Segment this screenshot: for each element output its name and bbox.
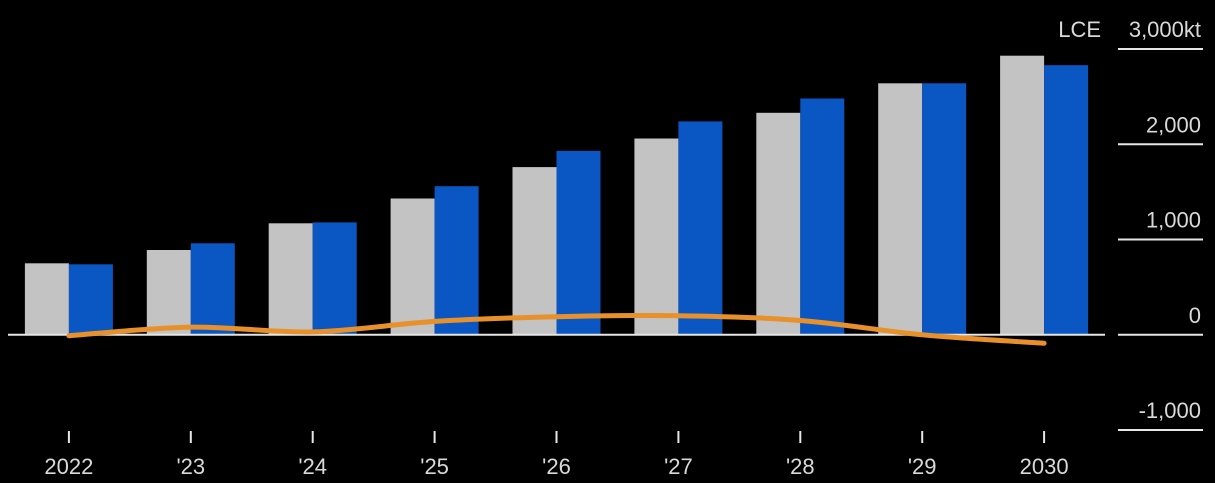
y-axis-unit-prefix: LCE bbox=[1058, 17, 1101, 42]
bar-series1-2 bbox=[268, 223, 313, 335]
bar-series1-7 bbox=[878, 83, 923, 335]
x-tick-label-6: '28 bbox=[786, 454, 815, 479]
bars-layer bbox=[24, 55, 1089, 335]
y-tick-label-0: -1,000 bbox=[1139, 398, 1201, 423]
bar-series2-0 bbox=[68, 264, 113, 335]
x-tick-label-2: '24 bbox=[298, 454, 327, 479]
bar-series1-4 bbox=[512, 167, 557, 335]
y-tick-label-3: 2,000 bbox=[1146, 112, 1201, 137]
bar-series2-6 bbox=[800, 98, 845, 335]
line-layer bbox=[66, 312, 1047, 346]
bar-series1-0 bbox=[24, 263, 69, 335]
bar-series2-1 bbox=[190, 243, 235, 335]
bar-series2-8 bbox=[1044, 65, 1089, 335]
y-tick-label-2: 1,000 bbox=[1146, 208, 1201, 233]
bar-series1-1 bbox=[146, 250, 191, 335]
bar-series2-7 bbox=[922, 83, 967, 335]
x-tick-label-5: '27 bbox=[664, 454, 693, 479]
x-tick-label-3: '25 bbox=[420, 454, 449, 479]
bar-series1-8 bbox=[1000, 55, 1045, 335]
bar-series2-4 bbox=[556, 150, 601, 335]
x-axis: 2022 '23 '24 '25 '26 '27 '28 '29 2030 bbox=[44, 431, 1069, 479]
x-tick-label-8: 2030 bbox=[1020, 454, 1069, 479]
bar-series1-3 bbox=[390, 198, 435, 335]
y-tick-label-4: 3,000kt bbox=[1129, 17, 1201, 42]
x-tick-label-1: '23 bbox=[176, 454, 205, 479]
bar-series1-6 bbox=[756, 112, 801, 335]
y-axis: -1,000 0 1,000 2,000 3,000kt bbox=[1118, 17, 1203, 431]
bar-series1-5 bbox=[634, 138, 679, 335]
x-tick-label-4: '26 bbox=[542, 454, 571, 479]
bar-series2-2 bbox=[312, 222, 357, 335]
y-tick-label-1: 0 bbox=[1189, 303, 1201, 328]
bar-series2-3 bbox=[434, 186, 479, 335]
x-tick-label-7: '29 bbox=[908, 454, 937, 479]
bar-series2-5 bbox=[678, 121, 723, 335]
x-tick-label-0: 2022 bbox=[44, 454, 93, 479]
